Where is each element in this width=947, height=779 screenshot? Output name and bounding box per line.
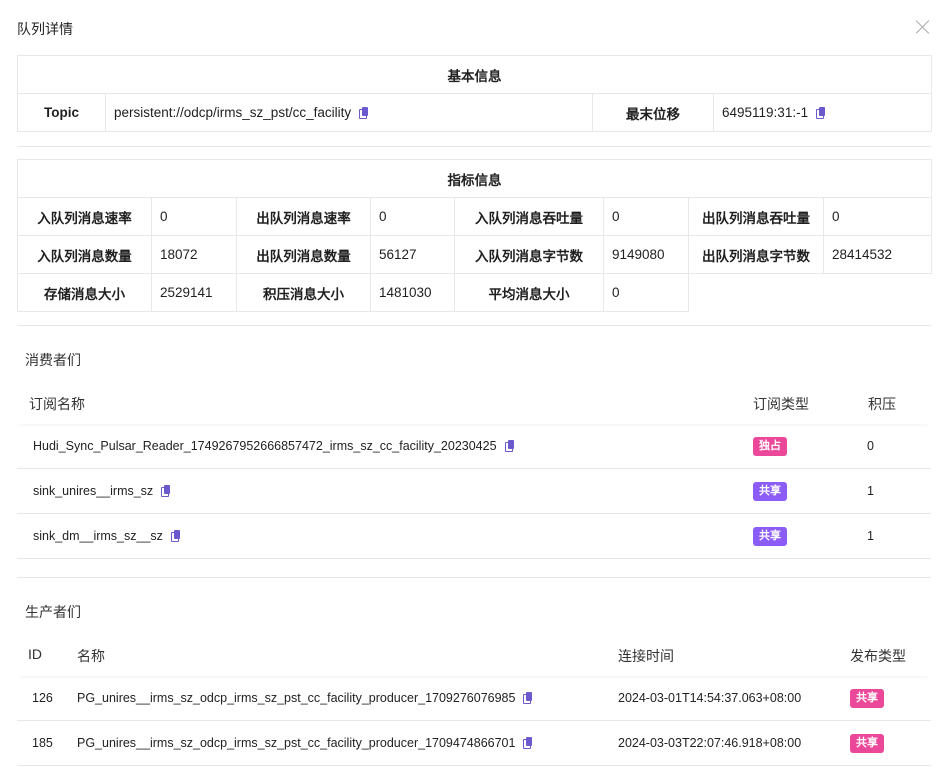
metric-label: 入队列消息数量 (17, 235, 152, 274)
subscription-name: sink_unires__irms_sz (33, 484, 171, 498)
column-header: 订阅名称 (29, 396, 85, 412)
metric-value: 2529141 (151, 273, 237, 312)
column-header: 名称 (77, 648, 105, 664)
subscription-name-text: sink_dm__irms_sz__sz (33, 529, 163, 543)
subscription-name-text: sink_unires__irms_sz (33, 484, 154, 498)
copy-icon[interactable] (161, 485, 171, 497)
consumers-table-header: 订阅名称 订阅类型 积压 (17, 380, 931, 424)
close-icon[interactable] (914, 18, 932, 36)
consumers-title: 消费者们 (25, 352, 81, 368)
producer-name-text: PG_unires__irms_sz_odcp_irms_sz_pst_cc_f… (77, 736, 516, 750)
dialog-title: 队列详情 (17, 21, 73, 37)
offset-value: 6495119:31:-1 (722, 105, 809, 120)
metric-value: 0 (370, 197, 455, 236)
metric-value: 1481030 (370, 273, 455, 312)
connect-time: 2024-03-03T22:07:46.918+08:00 (618, 736, 802, 750)
consumer-row: sink_unires__irms_sz 共享 1 (17, 469, 931, 514)
topic-cell: persistent://odcp/irms_sz_pst/cc_facilit… (105, 93, 593, 132)
divider (17, 577, 931, 578)
metric-value: 28414532 (823, 235, 932, 274)
subscription-type-badge: 独占 (753, 437, 787, 456)
producer-id: 126 (32, 691, 53, 705)
metric-value: 9149080 (603, 235, 689, 274)
metric-label: 入队列消息速率 (17, 197, 152, 236)
producer-row: 126 PG_unires__irms_sz_odcp_irms_sz_pst_c… (17, 676, 931, 721)
metric-label: 出队列消息字节数 (688, 235, 824, 274)
metric-label: 积压消息大小 (236, 273, 371, 312)
producer-name: PG_unires__irms_sz_odcp_irms_sz_pst_cc_f… (77, 736, 533, 750)
copy-icon[interactable] (523, 692, 533, 704)
metric-label: 出队列消息速率 (236, 197, 371, 236)
publish-type-badge: 共享 (850, 689, 884, 708)
topic-value: persistent://odcp/irms_sz_pst/cc_facilit… (114, 105, 352, 120)
subscription-name: Hudi_Sync_Pulsar_Reader_1749267952666857… (33, 439, 514, 453)
divider (17, 325, 931, 326)
subscription-type-badge: 共享 (753, 527, 787, 546)
metric-label: 入队列消息字节数 (454, 235, 604, 274)
producers-table-header: ID 名称 连接时间 发布类型 (17, 632, 931, 676)
metric-label: 平均消息大小 (454, 273, 604, 312)
producer-name: PG_unires__irms_sz_odcp_irms_sz_pst_cc_f… (77, 691, 533, 705)
metric-label: 出队列消息吞吐量 (688, 197, 824, 236)
metrics-header: 指标信息 (17, 159, 932, 198)
column-header: 连接时间 (618, 648, 674, 664)
offset-label: 最末位移 (592, 93, 714, 132)
copy-icon[interactable] (816, 107, 826, 119)
metric-value: 0 (151, 197, 237, 236)
metric-value: 0 (603, 273, 689, 312)
backlog-value: 0 (867, 439, 874, 453)
copy-icon[interactable] (504, 440, 514, 452)
connect-time: 2024-03-01T14:54:37.063+08:00 (618, 691, 802, 705)
subscription-name-text: Hudi_Sync_Pulsar_Reader_1749267952666857… (33, 439, 497, 453)
backlog-value: 1 (867, 529, 874, 543)
metric-value: 56127 (370, 235, 455, 274)
metric-label: 入队列消息吞吐量 (454, 197, 604, 236)
metric-value: 0 (823, 197, 932, 236)
topic-label: Topic (17, 93, 106, 132)
backlog-value: 1 (867, 484, 874, 498)
producer-row: 185 PG_unires__irms_sz_odcp_irms_sz_pst_c… (17, 721, 931, 766)
column-header: ID (28, 646, 42, 662)
copy-icon[interactable] (170, 530, 180, 542)
subscription-type-badge: 共享 (753, 482, 787, 501)
copy-icon[interactable] (359, 107, 369, 119)
consumer-row: sink_dm__irms_sz__sz 共享 1 (17, 514, 931, 559)
basic-info-header: 基本信息 (17, 55, 932, 94)
metrics-table: 指标信息 入队列消息速率 0 出队列消息速率 0 入队列消息吞吐量 0 出队列消息吞吐量 0 入… (17, 159, 932, 312)
column-header: 发布类型 (850, 648, 906, 664)
metrics-row: 入队列消息速率 0 出队列消息速率 0 入队列消息吞吐量 0 出队列消息吞吐量 0 (17, 197, 932, 236)
offset-cell: 6495119:31:-1 (713, 93, 932, 132)
producer-name-text: PG_unires__irms_sz_odcp_irms_sz_pst_cc_f… (77, 691, 516, 705)
publish-type-badge: 共享 (850, 734, 884, 753)
producer-id: 185 (32, 736, 53, 750)
metrics-row: 入队列消息数量 18072 出队列消息数量 56127 入队列消息字节数 9149080 出… (17, 235, 932, 274)
metric-value: 18072 (151, 235, 237, 274)
column-header: 订阅类型 (753, 396, 809, 412)
column-header: 积压 (868, 396, 896, 412)
metrics-row: 存储消息大小 2529141 积压消息大小 1481030 平均消息大小 0 (17, 273, 932, 312)
producers-title: 生产者们 (25, 604, 81, 620)
metric-label: 存储消息大小 (17, 273, 152, 312)
consumer-row: Hudi_Sync_Pulsar_Reader_1749267952666857… (17, 424, 931, 469)
metric-label: 出队列消息数量 (236, 235, 371, 274)
divider (17, 146, 931, 147)
copy-icon[interactable] (523, 737, 533, 749)
basic-info-table: 基本信息 Topic persistent://odcp/irms_sz_pst… (17, 55, 932, 132)
metric-value: 0 (603, 197, 689, 236)
subscription-name: sink_dm__irms_sz__sz (33, 529, 180, 543)
